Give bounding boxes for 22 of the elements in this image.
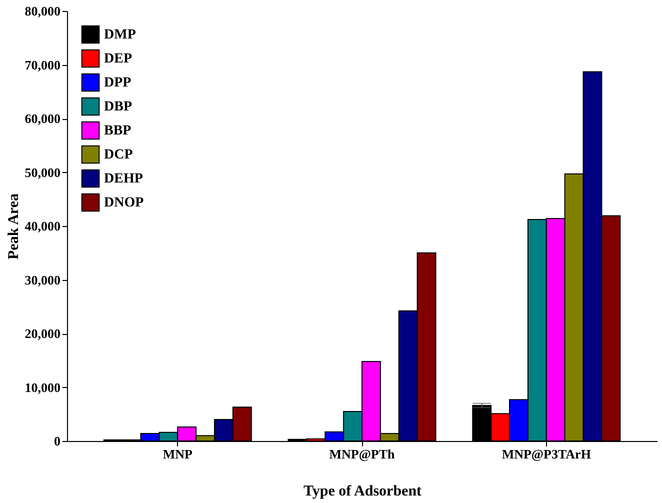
y-tick-label: 10,000 [24,380,60,395]
legend-label: DCP [104,148,134,162]
y-tick-label: 70,000 [24,57,60,72]
y-tick-label: 50,000 [24,164,60,180]
legend-label: DPP [104,76,132,90]
y-tick-label: 60,000 [24,111,60,126]
x-tick-label: MNP [162,446,192,462]
legend-label: DEP [104,52,132,66]
y-axis-title: Peak Area [6,193,22,260]
legend-label: DBP [104,100,132,114]
x-tick-label: MNP@P3TArH [502,446,591,462]
y-tick-label: 80,000 [24,4,60,18]
x-axis-title: Type of Adsorbent [303,484,422,500]
y-tick-label: 0 [54,434,60,448]
y-tick-label: 20,000 [24,326,60,341]
legend-label: BBP [104,124,132,138]
legend-label: DNOP [104,196,144,210]
y-tick-label: 40,000 [24,218,60,234]
legend-label: DMP [104,28,136,42]
legend-label: DEHP [104,172,144,186]
y-tick-label: 30,000 [24,272,60,288]
x-tick-label: MNP@PTh [329,446,396,462]
